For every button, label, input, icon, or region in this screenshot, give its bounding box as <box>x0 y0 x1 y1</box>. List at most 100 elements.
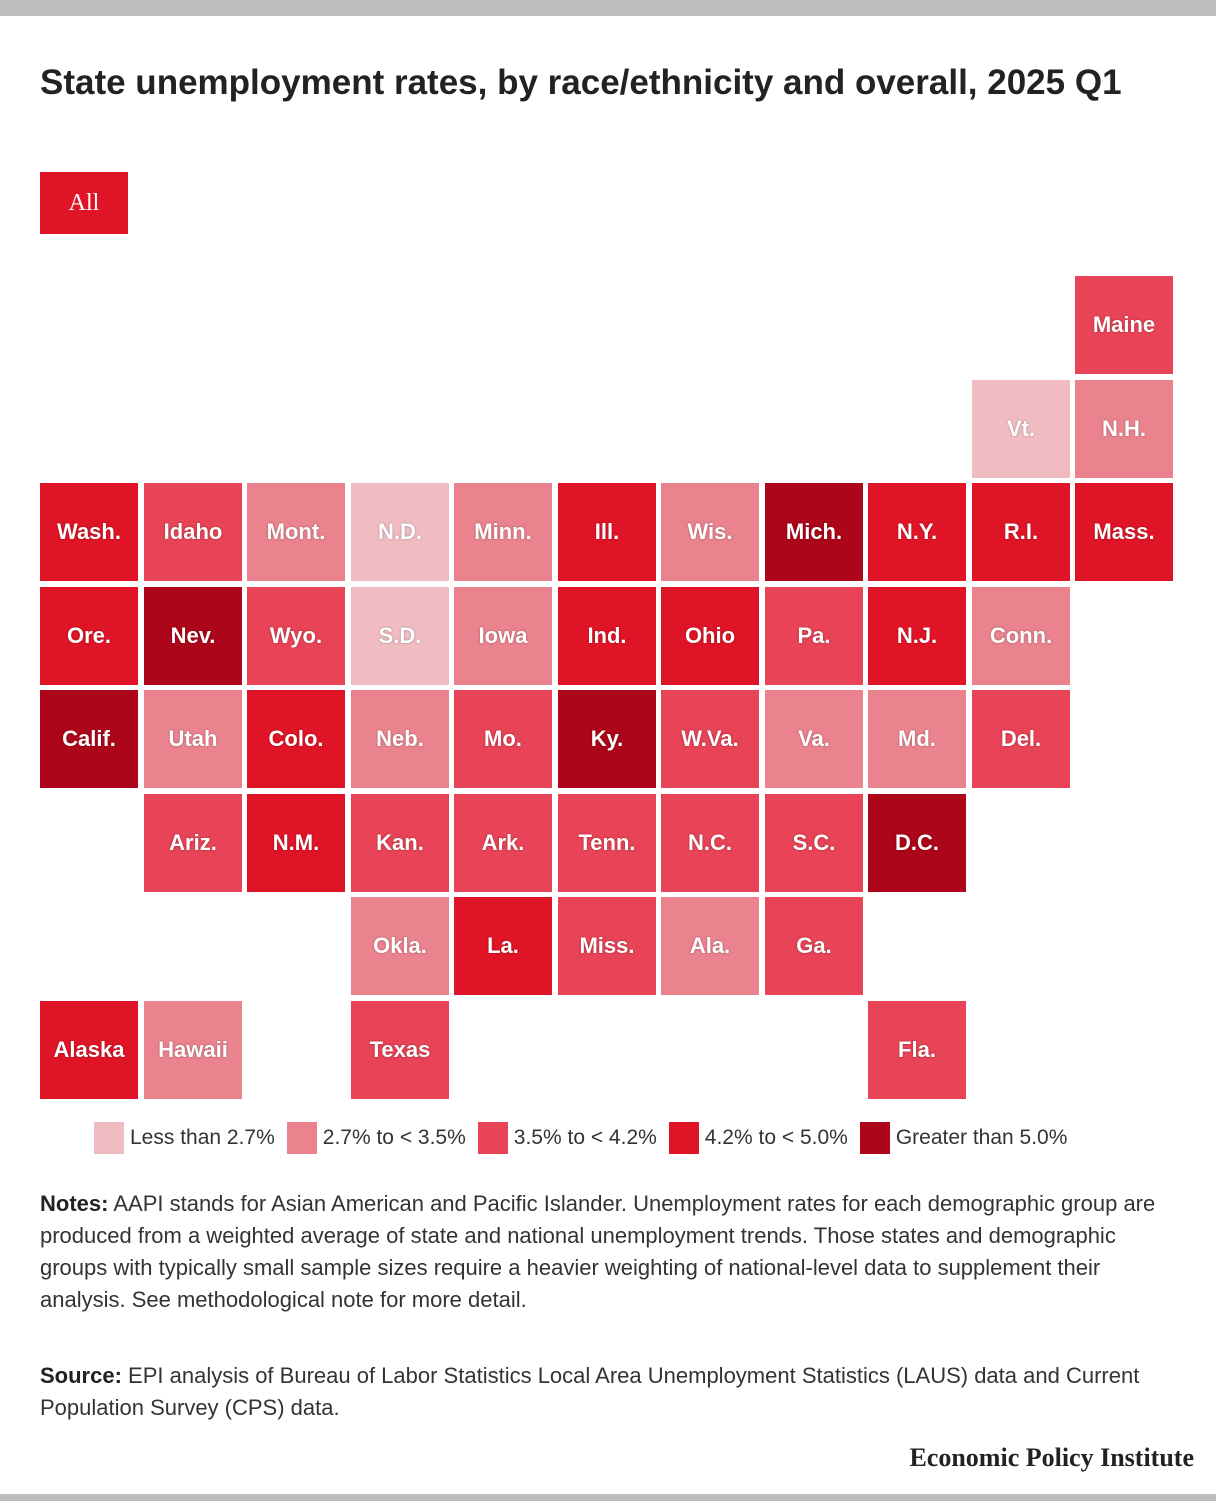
state-label: N.M. <box>272 830 320 855</box>
state-tile[interactable]: Wash. <box>40 483 138 581</box>
state-tile[interactable]: Ind. <box>558 587 656 685</box>
state-label: Miss. <box>579 933 635 958</box>
state-tile[interactable]: Idaho <box>144 483 242 581</box>
state-label: Ky. <box>590 726 624 751</box>
state-tile[interactable]: Utah <box>144 690 242 788</box>
state-label: Del. <box>1000 726 1042 751</box>
state-label: Okla. <box>373 933 427 958</box>
state-label: Ind. <box>587 623 627 648</box>
state-tile[interactable]: Mont. <box>247 483 345 581</box>
state-tile[interactable]: Colo. <box>247 690 345 788</box>
state-label: Wis. <box>687 519 733 544</box>
legend-swatch <box>286 1122 317 1154</box>
state-tile[interactable]: Texas <box>351 1001 449 1099</box>
state-tile[interactable]: Mass. <box>1075 483 1173 581</box>
state-tile[interactable]: N.M. <box>247 794 345 892</box>
state-tile[interactable]: R.I. <box>972 483 1070 581</box>
state-tile[interactable]: Ark. <box>454 794 552 892</box>
state-label: Minn. <box>474 519 532 544</box>
state-tile[interactable]: Hawaii <box>144 1001 242 1099</box>
state-tile[interactable]: Ohio <box>661 587 759 685</box>
state-tile[interactable]: Nev. <box>144 587 242 685</box>
state-label: Ariz. <box>169 830 217 855</box>
state-label: N.J. <box>896 623 938 648</box>
state-tile[interactable]: Iowa <box>454 587 552 685</box>
state-tile[interactable]: Tenn. <box>558 794 656 892</box>
state-tile[interactable]: D.C. <box>868 794 966 892</box>
state-tile[interactable]: Okla. <box>351 897 449 995</box>
state-label: Mont. <box>266 519 326 544</box>
state-label: Kan. <box>376 830 424 855</box>
state-tile[interactable]: Ga. <box>765 897 863 995</box>
source-text: EPI analysis of Bureau of Labor Statisti… <box>40 1363 1140 1420</box>
state-label: Wyo. <box>269 623 323 648</box>
state-tile[interactable]: Del. <box>972 690 1070 788</box>
state-label: N.Y. <box>896 519 938 544</box>
legend-item: 4.2% to < 5.0% <box>668 1122 848 1154</box>
filter-all-button[interactable]: All <box>40 172 128 234</box>
state-label: Neb. <box>376 726 424 751</box>
legend-label: Less than 2.7% <box>130 1126 275 1149</box>
state-tile[interactable]: Conn. <box>972 587 1070 685</box>
state-label: Vt. <box>1006 416 1036 441</box>
legend-swatch <box>668 1122 699 1154</box>
state-tile[interactable]: Wyo. <box>247 587 345 685</box>
state-tile[interactable]: Minn. <box>454 483 552 581</box>
state-label: Fla. <box>898 1037 936 1062</box>
notes: Notes: AAPI stands for Asian American an… <box>40 1188 1170 1316</box>
state-tile[interactable]: S.D. <box>351 587 449 685</box>
state-label: N.D. <box>378 519 422 544</box>
state-tile[interactable]: Mich. <box>765 483 863 581</box>
state-tile[interactable]: Ariz. <box>144 794 242 892</box>
state-tile[interactable]: Kan. <box>351 794 449 892</box>
chart-title: State unemployment rates, by race/ethnic… <box>40 63 1122 102</box>
notes-lead: Notes: <box>40 1191 109 1216</box>
top-border <box>0 0 1216 16</box>
state-tile[interactable]: N.C. <box>661 794 759 892</box>
state-label: Pa. <box>797 623 831 648</box>
state-label: Nev. <box>170 623 216 648</box>
state-tile[interactable]: Miss. <box>558 897 656 995</box>
state-tile[interactable]: Md. <box>868 690 966 788</box>
notes-text: AAPI stands for Asian American and Pacif… <box>40 1191 1156 1312</box>
state-tile[interactable]: Wis. <box>661 483 759 581</box>
state-label: W.Va. <box>681 726 739 751</box>
state-tile[interactable]: Ore. <box>40 587 138 685</box>
state-label: Ala. <box>689 933 731 958</box>
state-tile[interactable]: Ala. <box>661 897 759 995</box>
legend: Less than 2.7% 2.7% to < 3.5% 3.5% to < 4.… <box>94 1121 1079 1155</box>
state-tile[interactable]: Vt. <box>972 380 1070 478</box>
state-label: S.D. <box>378 623 422 648</box>
state-tile[interactable]: Maine <box>1075 276 1173 374</box>
state-tile[interactable]: Mo. <box>454 690 552 788</box>
state-tile[interactable]: Fla. <box>868 1001 966 1099</box>
state-tile[interactable]: Ill. <box>558 483 656 581</box>
state-tile[interactable]: Pa. <box>765 587 863 685</box>
state-label: Mo. <box>484 726 522 751</box>
state-tile[interactable]: N.J. <box>868 587 966 685</box>
legend-swatch <box>94 1122 124 1154</box>
state-label: N.C. <box>688 830 732 855</box>
source-lead: Source: <box>40 1363 122 1388</box>
state-tile[interactable]: Alaska <box>40 1001 138 1099</box>
state-tile[interactable]: Ky. <box>558 690 656 788</box>
state-label: Tenn. <box>578 830 636 855</box>
state-tile[interactable]: N.H. <box>1075 380 1173 478</box>
legend-label: 4.2% to < 5.0% <box>704 1126 848 1149</box>
state-label: Ark. <box>481 830 525 855</box>
state-tile[interactable]: W.Va. <box>661 690 759 788</box>
state-label: Va. <box>798 726 830 751</box>
state-label: Md. <box>898 726 936 751</box>
source: Source: EPI analysis of Bureau of Labor … <box>40 1360 1170 1424</box>
state-label: Mich. <box>785 519 843 544</box>
state-tile[interactable]: S.C. <box>765 794 863 892</box>
legend-swatch <box>477 1122 508 1154</box>
state-tile[interactable]: Calif. <box>40 690 138 788</box>
state-tile[interactable]: Va. <box>765 690 863 788</box>
state-tile[interactable]: Neb. <box>351 690 449 788</box>
state-tile[interactable]: N.D. <box>351 483 449 581</box>
state-tile[interactable]: N.Y. <box>868 483 966 581</box>
state-label: Alaska <box>53 1037 125 1062</box>
state-tile-map: Maine Vt. N.H. Wash. Idaho Mont. N.D. Minn. Ill.… <box>40 276 1173 1099</box>
state-tile[interactable]: La. <box>454 897 552 995</box>
